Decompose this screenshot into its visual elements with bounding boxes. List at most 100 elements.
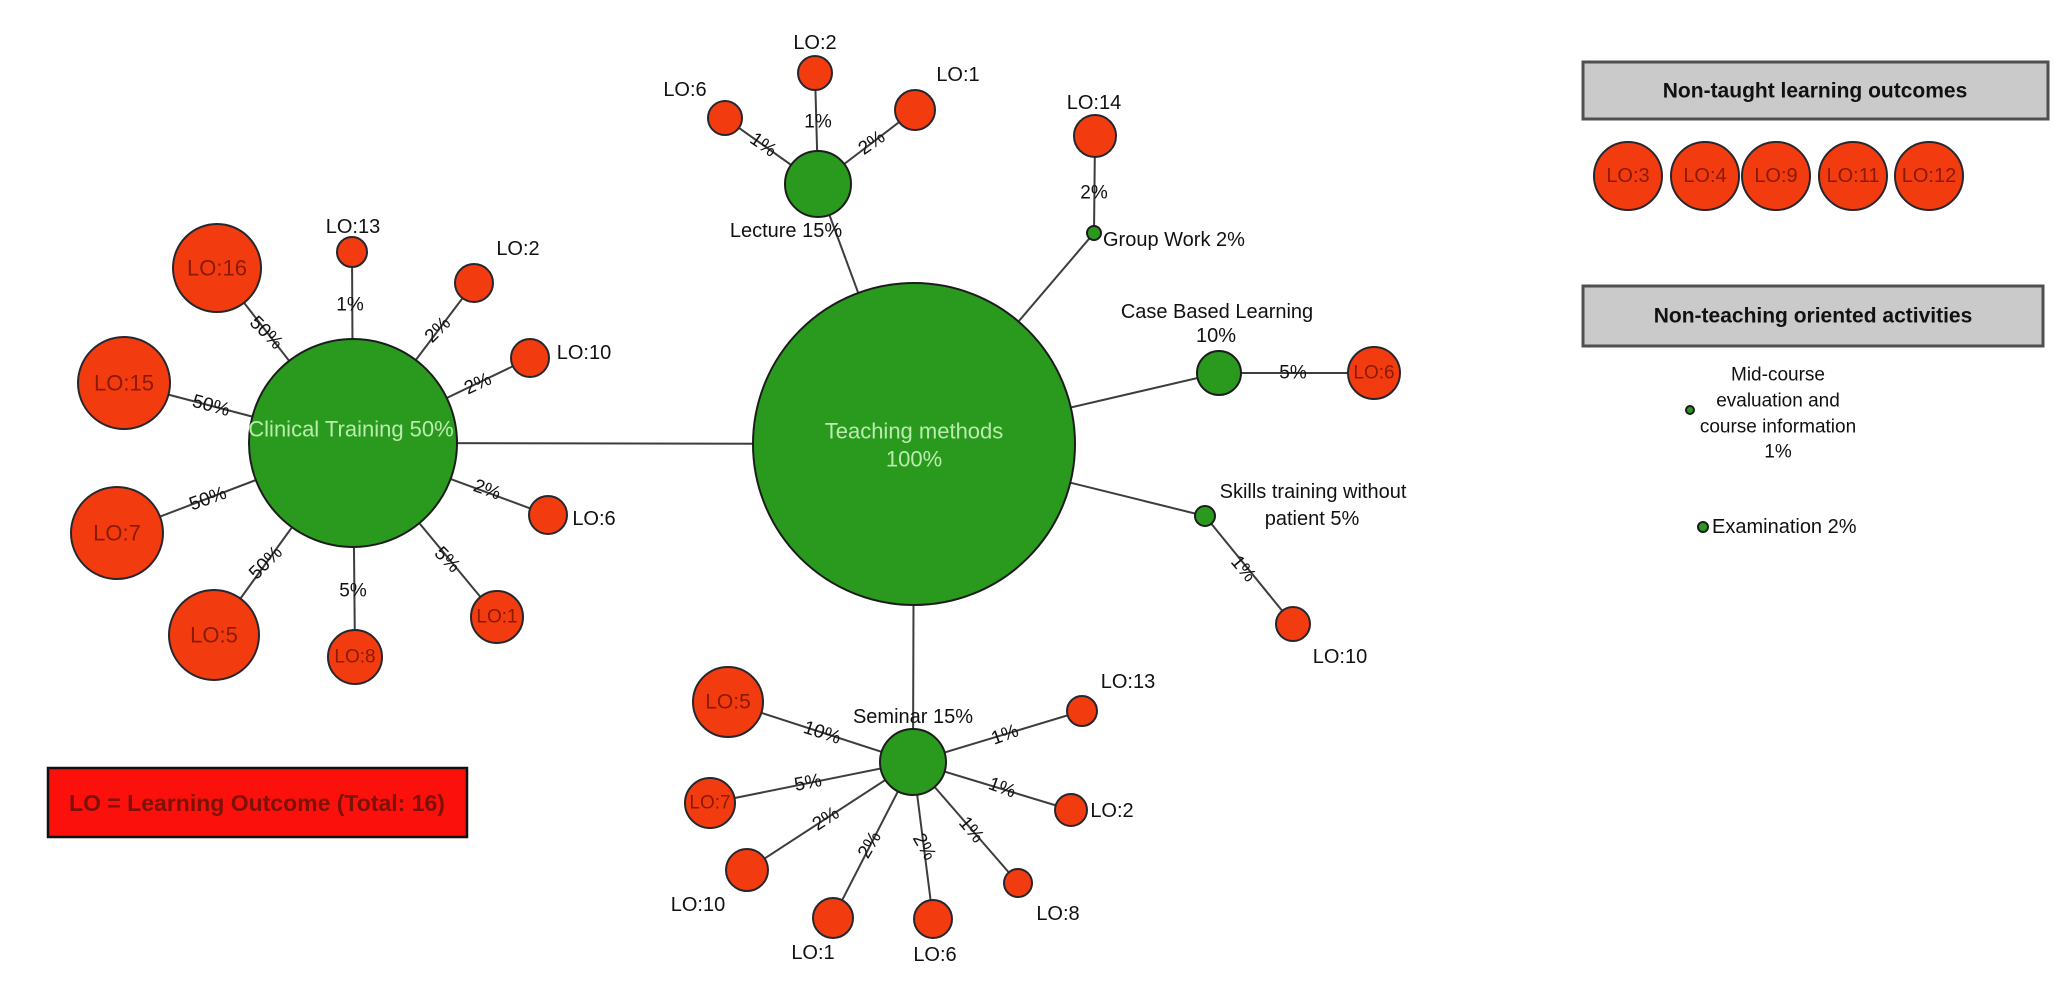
non-teaching-header-box: [1581, 284, 2045, 348]
seminar-lo5-label: LO:5: [705, 691, 751, 714]
lecture-label: Lecture 15%: [730, 220, 843, 242]
clinical-label: Clinical Training 50%: [248, 417, 453, 442]
seminar-lo1-pct: 2%: [854, 828, 886, 862]
midcourse-line1: Mid-course: [1731, 365, 1825, 386]
clinical-lo7-pct: 50%: [187, 483, 230, 516]
non-taught-lo9-label: LO:9: [1754, 165, 1797, 187]
node-seminar-lo6: [913, 899, 953, 939]
casebased-lo6-label: LO:6: [1353, 363, 1394, 384]
node-clinical-lo2: [454, 263, 494, 303]
casebased-label-line1: Case Based Learning: [1121, 301, 1313, 323]
node-lecture-lo6: [707, 100, 743, 136]
midcourse-line4: 1%: [1764, 442, 1792, 463]
examination-dot: [1697, 521, 1709, 533]
seminar-lo6-pct: 2%: [908, 830, 940, 864]
node-clinical-lo8: [327, 629, 383, 685]
edge-seminar-lo7: [709, 761, 914, 804]
casebased-lo6-pct: 5%: [1279, 363, 1307, 384]
node-teaching-methods: [752, 282, 1076, 606]
clinical-lo5-label: LO:5: [190, 623, 238, 648]
clinical-lo15-pct: 50%: [190, 391, 232, 421]
seminar-lo13-label: LO:13: [1101, 671, 1155, 693]
lecture-lo1-label: LO:1: [936, 64, 979, 86]
clinical-lo2-label: LO:2: [496, 238, 539, 260]
lecture-lo1-pct: 2%: [855, 126, 890, 159]
node-skills-lo10: [1275, 606, 1311, 642]
clinical-lo13-label: LO:13: [326, 216, 380, 238]
clinical-lo16-pct: 50%: [245, 312, 287, 354]
node-seminar-lo1: [812, 897, 854, 939]
non-taught-lo12-label: LO:12: [1902, 165, 1956, 187]
seminar-lo2-pct: 1%: [986, 773, 1019, 802]
seminar-lo5-pct: 10%: [801, 717, 844, 749]
non-teaching-title: Non-teaching oriented activities: [1654, 305, 1973, 328]
labels: Teaching methods 100% Clinical Training …: [93, 32, 1407, 966]
skills-label-line2: patient 5%: [1265, 508, 1360, 530]
clinical-lo13-pct: 1%: [336, 295, 364, 316]
non-taught-lo3-circle: [1593, 141, 1663, 211]
node-seminar: [879, 728, 947, 796]
seminar-lo10-label: LO:10: [671, 894, 725, 916]
clinical-lo5-pct: 50%: [245, 542, 287, 584]
clinical-lo7-label: LO:7: [93, 521, 141, 546]
node-clinical-lo5: [168, 589, 260, 681]
non-taught-lo4-circle: [1670, 141, 1740, 211]
teaching-label-line2: 100%: [886, 447, 942, 472]
clinical-lo8-label: LO:8: [334, 647, 375, 668]
node-seminar-lo13: [1066, 695, 1098, 727]
non-taught-lo11-label: LO:11: [1827, 165, 1880, 187]
lecture-lo2-label: LO:2: [793, 32, 836, 54]
node-skills-training: [1194, 505, 1216, 527]
nodes: [70, 55, 1401, 939]
midcourse-line2: evaluation and: [1716, 391, 1840, 412]
non-taught-lo9-circle: [1741, 141, 1811, 211]
node-clinical-lo15: [77, 336, 171, 430]
node-clinical-lo6: [528, 495, 568, 535]
non-taught-panel: Non-taught learning outcomes LO:3 LO:4 L…: [1581, 60, 2050, 211]
clinical-lo10-label: LO:10: [557, 342, 611, 364]
legend-text: LO = Learning Outcome (Total: 16): [69, 790, 445, 816]
node-clinical-lo1: [470, 590, 524, 644]
clinical-lo8-pct: 5%: [339, 581, 367, 602]
clinical-lo15-label: LO:15: [94, 371, 154, 396]
node-seminar-lo7: [684, 777, 736, 829]
examination-label: Examination 2%: [1712, 516, 1857, 538]
seminar-lo7-pct: 5%: [793, 770, 824, 796]
seminar-lo10-pct: 2%: [809, 803, 844, 836]
node-clinical-lo16: [172, 223, 262, 313]
node-lecture-lo1: [894, 89, 936, 131]
node-lecture: [784, 150, 852, 218]
node-seminar-lo2: [1054, 793, 1088, 827]
lecture-lo6-label: LO:6: [663, 79, 706, 101]
non-taught-lo11-circle: [1818, 141, 1888, 211]
legend: LO = Learning Outcome (Total: 16): [46, 766, 469, 839]
skills-label-line1: Skills training without: [1220, 481, 1407, 503]
node-seminar-lo5: [692, 666, 764, 738]
node-group-work: [1086, 225, 1102, 241]
non-taught-header-box: [1581, 60, 2050, 121]
clinical-lo2-pct: 2%: [421, 313, 455, 347]
node-casebased-lo6: [1347, 346, 1401, 400]
groupwork-lo14-label: LO:14: [1067, 92, 1121, 114]
legend-red-box: [46, 766, 469, 839]
groupwork-lo14-pct: 2%: [1080, 183, 1108, 204]
node-seminar-lo8: [1003, 868, 1033, 898]
clinical-lo16-label: LO:16: [187, 256, 247, 281]
non-taught-lo4-label: LO:4: [1683, 165, 1726, 187]
seminar-label: Seminar 15%: [853, 706, 973, 728]
node-clinical-lo10: [510, 338, 550, 378]
node-clinical-lo13: [336, 236, 368, 268]
node-clinical-training: [248, 338, 458, 548]
clinical-lo6-pct: 2%: [471, 475, 504, 504]
seminar-lo6-label: LO:6: [913, 944, 956, 966]
node-seminar-lo10: [725, 848, 769, 892]
clinical-lo10-pct: 2%: [461, 369, 495, 400]
lecture-lo6-pct: 1%: [746, 129, 781, 162]
casebased-label-line2: 10%: [1196, 325, 1236, 347]
midcourse-dot: [1685, 405, 1695, 415]
groupwork-label: Group Work 2%: [1103, 229, 1245, 251]
midcourse-line3: course information: [1700, 417, 1856, 438]
clinical-lo1-label: LO:1: [476, 607, 517, 628]
